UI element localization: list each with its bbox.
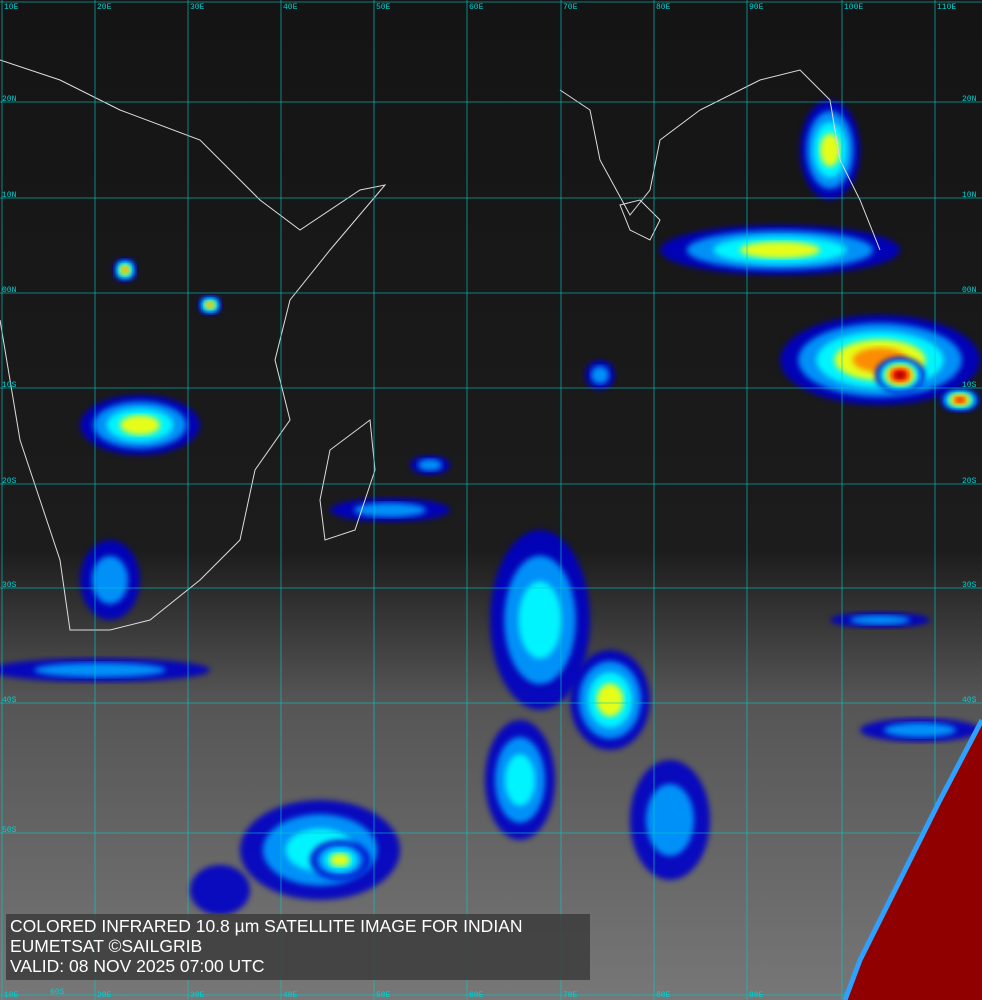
latitude-label: 40S [2, 696, 17, 705]
latitude-label: 10S [2, 381, 17, 390]
caption-source: EUMETSAT ©SAILGRIB [10, 936, 203, 956]
longitude-label: 70E [563, 991, 578, 1000]
latitude-label: 30S [962, 581, 977, 590]
longitude-label: 100E [844, 3, 863, 12]
latitude-label: 20S [962, 477, 977, 486]
longitude-label: 10E [4, 991, 19, 1000]
cloud-blob [190, 865, 250, 915]
longitude-label: 20E [97, 991, 112, 1000]
latitude-label: 60S [50, 988, 65, 997]
longitude-label: 40E [283, 3, 298, 12]
latitude-label: 10S [962, 381, 977, 390]
cloud-blob [955, 397, 965, 403]
cloud-blob [850, 615, 910, 625]
longitude-label: 80E [656, 991, 671, 1000]
caption-title: COLORED INFRARED 10.8 µm SATELLITE IMAGE… [10, 916, 523, 936]
latitude-label: 20S [2, 477, 17, 486]
longitude-label: 70E [563, 3, 578, 12]
cloud-blob [740, 241, 820, 259]
cloud-blob [596, 683, 624, 717]
latitude-label: 10N [962, 191, 977, 200]
latitude-label: 30S [2, 581, 17, 590]
cloud-blob [34, 662, 166, 678]
cloud-layer [0, 100, 980, 915]
cloud-blob [92, 556, 128, 604]
cloud-blob [120, 415, 160, 435]
cloud-blob [895, 371, 905, 379]
longitude-label: 20E [97, 3, 112, 12]
latitude-label: 10N [2, 191, 17, 200]
latitude-label: 50S [2, 826, 17, 835]
longitude-label: 30E [190, 991, 205, 1000]
coastlines [0, 59, 881, 631]
longitude-label: 90E [749, 3, 764, 12]
longitude-label: 60E [469, 3, 484, 12]
cloud-blob [121, 266, 129, 274]
latitude-label: 00N [2, 286, 17, 295]
cloud-blob [354, 502, 426, 518]
longitude-label: 60E [469, 991, 484, 1000]
longitude-label: 30E [190, 3, 205, 12]
longitude-label: 50E [376, 991, 391, 1000]
cloud-blob [518, 581, 562, 659]
cloud-blob [591, 366, 609, 384]
longitude-label: 110E [937, 3, 956, 12]
cloud-blob [418, 459, 442, 471]
longitude-label: 80E [656, 3, 671, 12]
longitude-label: 50E [376, 3, 391, 12]
latitude-label: 20N [2, 95, 17, 104]
earth-limb-edge [842, 718, 982, 1000]
cloud-blob [646, 784, 694, 856]
cloud-blob [505, 754, 535, 806]
longitude-label: 10E [4, 3, 19, 12]
latitude-label: 00N [962, 286, 977, 295]
cloud-blob [330, 853, 350, 867]
cloud-blob [884, 722, 956, 738]
longitude-label: 90E [749, 991, 764, 1000]
caption-box: COLORED INFRARED 10.8 µm SATELLITE IMAGE… [6, 914, 590, 980]
caption-valid-time: VALID: 08 NOV 2025 07:00 UTC [10, 956, 265, 976]
latitude-label: 20N [962, 95, 977, 104]
cloud-blob [820, 133, 840, 167]
latitude-label: 40S [962, 696, 977, 705]
longitude-label: 40E [283, 991, 298, 1000]
cloud-blob [206, 302, 214, 308]
